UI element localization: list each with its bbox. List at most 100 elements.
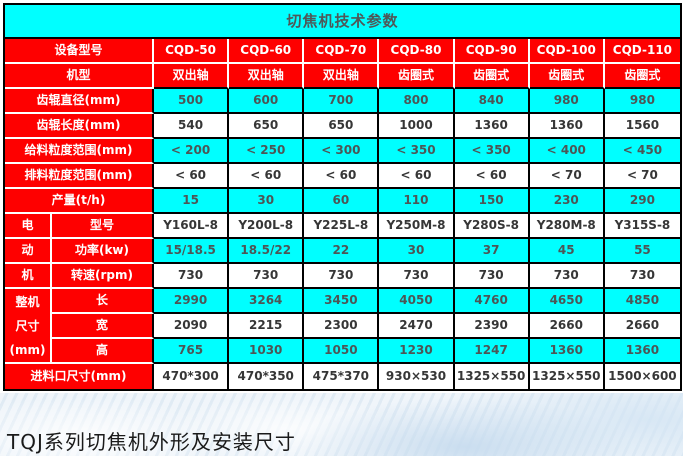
value-cell: 730 <box>529 264 605 289</box>
value-cell: 650 <box>304 114 380 139</box>
value-cell: 37 <box>454 239 530 264</box>
value-cell: 765 <box>154 339 230 364</box>
value-cell: 30 <box>379 239 455 264</box>
value-cell: 470*300 <box>154 364 230 389</box>
table-title: 切焦机技术参数 <box>5 5 680 39</box>
table-row: 机 转速(rpm) 730 730 730 730 730 730 730 <box>5 264 680 289</box>
value-cell: 4760 <box>454 289 530 314</box>
spec-table: 切焦机技术参数 设备型号 CQD-50 CQD-60 CQD-70 CQD-80… <box>3 3 682 391</box>
value-cell: 22 <box>304 239 380 264</box>
row-label: 进料口尺寸(mm) <box>5 364 154 389</box>
value-cell: 齿圈式 <box>529 64 605 89</box>
value-cell: 540 <box>154 114 230 139</box>
value-cell: < 70 <box>529 164 605 189</box>
value-cell: 700 <box>304 89 380 114</box>
row-label: 功率(kw) <box>52 239 154 264</box>
value-cell: 470*350 <box>229 364 305 389</box>
value-cell: Y160L-8 <box>154 214 230 239</box>
table-row: 产量(t/h) 15 30 60 110 150 230 290 <box>5 189 680 214</box>
value-cell: 1000 <box>379 114 455 139</box>
value-cell: 730 <box>604 264 680 289</box>
value-cell: 980 <box>529 89 605 114</box>
group-label: 动 <box>5 239 52 264</box>
table-row: 进料口尺寸(mm) 470*300 470*350 475*370 930×53… <box>5 364 680 389</box>
model-header: CQD-80 <box>379 39 455 64</box>
value-cell: 齿圈式 <box>604 64 680 89</box>
value-cell: < 200 <box>154 139 230 164</box>
value-cell: Y225L-8 <box>304 214 380 239</box>
value-cell: 930×530 <box>379 364 455 389</box>
value-cell: Y280S-8 <box>454 214 530 239</box>
value-cell: 475*370 <box>304 364 380 389</box>
value-cell: < 350 <box>379 139 455 164</box>
value-cell: 1360 <box>454 114 530 139</box>
value-cell: 齿圈式 <box>379 64 455 89</box>
value-cell: 双出轴 <box>304 64 380 89</box>
value-cell: < 60 <box>304 164 380 189</box>
value-cell: 3450 <box>304 289 380 314</box>
value-cell: < 450 <box>604 139 680 164</box>
value-cell: < 60 <box>229 164 305 189</box>
value-cell: Y315S-8 <box>604 214 680 239</box>
value-cell: 15 <box>154 189 230 214</box>
value-cell: 1050 <box>304 339 380 364</box>
value-cell: 110 <box>379 189 455 214</box>
value-cell: < 400 <box>529 139 605 164</box>
model-header: CQD-110 <box>604 39 680 64</box>
value-cell: < 300 <box>304 139 380 164</box>
table-row: 排料粒度范围(mm) < 60 < 60 < 60 < 60 < 60 < 70… <box>5 164 680 189</box>
spec-table-wrapper: 切焦机技术参数 设备型号 CQD-50 CQD-60 CQD-70 CQD-80… <box>0 0 683 393</box>
model-header: CQD-90 <box>454 39 530 64</box>
table-row: 设备型号 CQD-50 CQD-60 CQD-70 CQD-80 CQD-90 … <box>5 39 680 64</box>
value-cell: 1360 <box>529 114 605 139</box>
value-cell: 290 <box>604 189 680 214</box>
value-cell: 双出轴 <box>154 64 230 89</box>
value-cell: 1360 <box>604 339 680 364</box>
value-cell: 2390 <box>454 314 530 339</box>
value-cell: < 60 <box>454 164 530 189</box>
row-label: 齿辊直径(mm) <box>5 89 154 114</box>
value-cell: 800 <box>379 89 455 114</box>
value-cell: 60 <box>304 189 380 214</box>
table-row: 动 功率(kw) 15/18.5 18.5/22 22 30 37 45 55 <box>5 239 680 264</box>
row-label: 机型 <box>5 64 154 89</box>
value-cell: 3264 <box>229 289 305 314</box>
value-cell: 600 <box>229 89 305 114</box>
value-cell: 30 <box>229 189 305 214</box>
table-row: 给料粒度范围(mm) < 200 < 250 < 300 < 350 < 350… <box>5 139 680 164</box>
row-label: 转速(rpm) <box>52 264 154 289</box>
value-cell: 齿圈式 <box>454 64 530 89</box>
value-cell: 4850 <box>604 289 680 314</box>
table-row: 齿辊直径(mm) 500 600 700 800 840 980 980 <box>5 89 680 114</box>
value-cell: 1247 <box>454 339 530 364</box>
value-cell: 2090 <box>154 314 230 339</box>
model-header: CQD-100 <box>529 39 605 64</box>
value-cell: 55 <box>604 239 680 264</box>
value-cell: 45 <box>529 239 605 264</box>
value-cell: 650 <box>229 114 305 139</box>
row-label: 宽 <box>52 314 154 339</box>
value-cell: < 60 <box>154 164 230 189</box>
value-cell: 730 <box>454 264 530 289</box>
group-label: 电 <box>5 214 52 239</box>
table-row: 高 765 1030 1050 1230 1247 1360 1360 <box>5 339 680 364</box>
value-cell: 2660 <box>529 314 605 339</box>
value-cell: < 60 <box>379 164 455 189</box>
row-label: 排料粒度范围(mm) <box>5 164 154 189</box>
value-cell: Y250M-8 <box>379 214 455 239</box>
value-cell: 4650 <box>529 289 605 314</box>
value-cell: Y200L-8 <box>229 214 305 239</box>
table-row: 齿辊长度(mm) 540 650 650 1000 1360 1360 1560 <box>5 114 680 139</box>
table-title-row: 切焦机技术参数 <box>5 5 680 39</box>
row-label: 型号 <box>52 214 154 239</box>
value-cell: 980 <box>604 89 680 114</box>
table-row: 宽 2090 2215 2300 2470 2390 2660 2660 <box>5 314 680 339</box>
value-cell: 15/18.5 <box>154 239 230 264</box>
value-cell: 4050 <box>379 289 455 314</box>
value-cell: 2215 <box>229 314 305 339</box>
value-cell: 730 <box>229 264 305 289</box>
group-label: 整机 尺寸 (mm) <box>5 289 52 364</box>
group-label: 机 <box>5 264 52 289</box>
value-cell: 1030 <box>229 339 305 364</box>
value-cell: 18.5/22 <box>229 239 305 264</box>
